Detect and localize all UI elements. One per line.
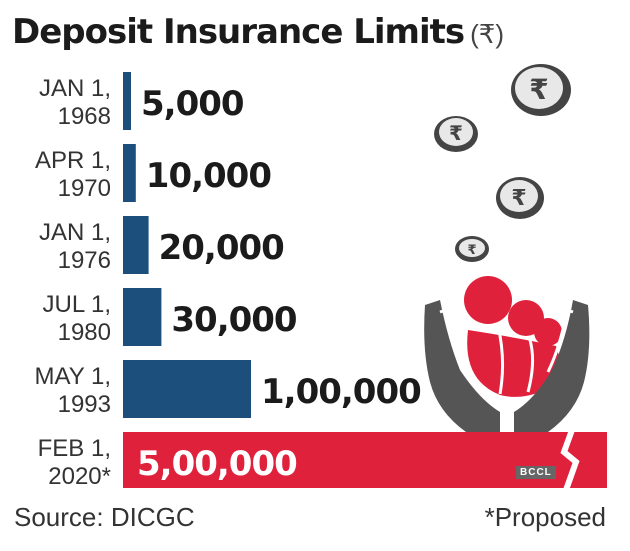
category-label: 1968 bbox=[58, 103, 111, 130]
hands-icon bbox=[424, 300, 590, 440]
category-label: FEB 1, bbox=[38, 435, 111, 462]
svg-text:₹: ₹ bbox=[449, 121, 463, 145]
category-label: JAN 1, bbox=[39, 75, 111, 102]
chart-title-row: Deposit Insurance Limits (₹) bbox=[12, 12, 504, 52]
rupee-coin-icon: ₹ bbox=[455, 236, 489, 262]
category-label: APR 1, bbox=[35, 147, 111, 174]
svg-text:₹: ₹ bbox=[511, 186, 526, 211]
proposed-note: *Proposed bbox=[484, 502, 606, 532]
rupee-coin-icon: ₹ bbox=[434, 116, 478, 152]
value-label: 1,00,000 bbox=[261, 372, 421, 412]
category-label: 1993 bbox=[58, 391, 111, 418]
value-label: 20,000 bbox=[159, 228, 285, 268]
category-label: JAN 1, bbox=[39, 219, 111, 246]
bar bbox=[123, 144, 136, 202]
category-label: JUL 1, bbox=[43, 291, 111, 318]
chart-title: Deposit Insurance Limits bbox=[12, 12, 465, 52]
bar bbox=[123, 216, 149, 274]
bar bbox=[123, 288, 162, 346]
value-label: 10,000 bbox=[146, 156, 272, 196]
category-label: MAY 1, bbox=[35, 363, 111, 390]
rupee-coin-icon: ₹ bbox=[496, 177, 544, 219]
category-label: 2020* bbox=[48, 463, 111, 490]
category-label: 1976 bbox=[58, 247, 111, 274]
watermark-bccl: BCCL bbox=[516, 466, 556, 479]
value-label: 5,00,000 bbox=[137, 444, 297, 484]
bar bbox=[123, 72, 131, 130]
category-label: 1980 bbox=[58, 319, 111, 346]
svg-text:₹: ₹ bbox=[467, 243, 476, 258]
axis-break-mark bbox=[560, 428, 580, 492]
family-icon bbox=[464, 276, 562, 397]
bar bbox=[123, 360, 251, 418]
value-label: 5,000 bbox=[141, 84, 244, 124]
rupee-coin-icon: ₹ bbox=[511, 64, 571, 116]
category-label: 1970 bbox=[58, 175, 111, 202]
chart-unit: (₹) bbox=[470, 19, 504, 49]
svg-text:₹: ₹ bbox=[529, 73, 548, 106]
value-label: 30,000 bbox=[171, 300, 297, 340]
source-note: Source: DICGC bbox=[14, 502, 195, 532]
illustration: ₹ ₹ ₹ ₹ bbox=[424, 64, 590, 440]
